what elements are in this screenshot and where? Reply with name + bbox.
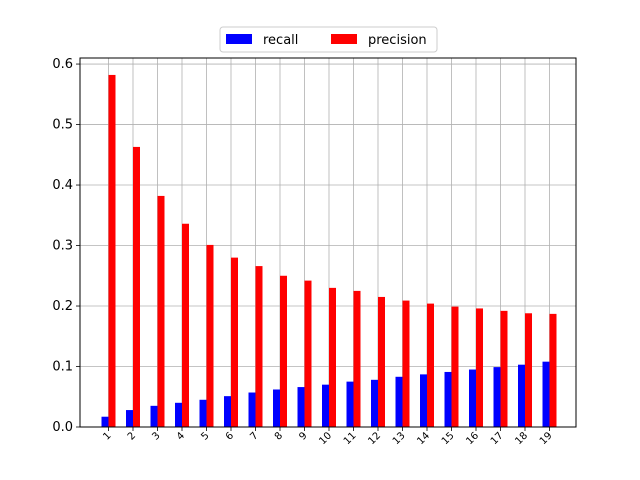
x-axis-ticks: 1 2 3 4 5 6 7 8 9 10 11 12 13 14 15 16 17 18 19 bbox=[101, 427, 555, 447]
x-tick-label: 17 bbox=[489, 430, 506, 447]
bar-recall-16 bbox=[469, 369, 476, 427]
y-tick-label: 0.1 bbox=[52, 360, 73, 375]
bar-recall-17 bbox=[493, 367, 501, 427]
x-tick-label: 11 bbox=[342, 430, 359, 447]
bar-precision-1 bbox=[108, 74, 116, 427]
x-tick-label: 14 bbox=[415, 430, 432, 447]
legend-swatch-precision bbox=[331, 34, 357, 44]
legend-frame bbox=[219, 26, 438, 53]
bar-precision-14 bbox=[427, 303, 434, 427]
bar-recall-1 bbox=[101, 416, 109, 427]
bar-recall-3 bbox=[150, 405, 158, 427]
bar-precision-3 bbox=[157, 195, 165, 427]
bar-precision-10 bbox=[329, 287, 336, 427]
bar-recall-10 bbox=[322, 384, 329, 427]
y-tick-label: 0.2 bbox=[52, 299, 73, 314]
x-tick-label: 6 bbox=[224, 430, 236, 442]
bar-recall-4 bbox=[175, 402, 182, 427]
y-axis-ticks: 0.0 0.1 0.2 0.3 0.4 0.5 0.6 bbox=[52, 57, 80, 435]
y-tick-label: 0.5 bbox=[52, 118, 73, 133]
bar-precision-9 bbox=[304, 280, 312, 427]
x-tick-label: 10 bbox=[317, 430, 334, 447]
bar-precision-18 bbox=[525, 313, 532, 427]
bar-recall-13 bbox=[395, 376, 403, 427]
bar-precision-13 bbox=[402, 300, 410, 427]
x-tick-label: 5 bbox=[199, 430, 211, 442]
bar-recall-8 bbox=[273, 389, 280, 427]
x-tick-label: 8 bbox=[273, 430, 285, 442]
x-tick-label: 7 bbox=[248, 430, 260, 442]
bar-recall-12 bbox=[371, 379, 378, 427]
plot-area-frame bbox=[79, 57, 577, 428]
bar-recall-18 bbox=[518, 364, 525, 427]
bar-precision-8 bbox=[280, 275, 287, 427]
bar-precision-19 bbox=[549, 313, 557, 427]
bar-precision-4 bbox=[182, 223, 189, 427]
bar-precision-5 bbox=[206, 244, 214, 427]
bars bbox=[101, 74, 557, 427]
y-tick-label: 0.3 bbox=[52, 239, 73, 254]
x-tick-label: 2 bbox=[126, 430, 138, 442]
x-tick-label: 13 bbox=[391, 430, 408, 447]
bar-recall-9 bbox=[297, 387, 305, 427]
x-tick-label: 19 bbox=[538, 430, 555, 447]
x-tick-label: 3 bbox=[150, 430, 162, 442]
bar-precision-2 bbox=[133, 146, 140, 427]
bar-recall-5 bbox=[199, 399, 207, 427]
bar-precision-17 bbox=[500, 310, 508, 427]
y-tick-label: 0.6 bbox=[52, 57, 73, 72]
bar-precision-6 bbox=[231, 257, 238, 427]
x-tick-label: 9 bbox=[297, 430, 309, 442]
bar-precision-12 bbox=[378, 296, 385, 427]
bar-recall-11 bbox=[346, 381, 354, 427]
bar-recall-6 bbox=[224, 396, 231, 427]
bar-recall-19 bbox=[542, 361, 550, 427]
bar-precision-15 bbox=[451, 306, 459, 427]
y-tick-label: 0.4 bbox=[52, 178, 73, 193]
bar-recall-15 bbox=[444, 371, 452, 427]
bar-precision-16 bbox=[476, 308, 483, 427]
bar-recall-2 bbox=[126, 410, 133, 427]
x-tick-label: 18 bbox=[513, 430, 530, 447]
bar-precision-11 bbox=[353, 290, 361, 427]
x-tick-label: 4 bbox=[175, 430, 187, 442]
legend-swatch-recall bbox=[226, 34, 252, 44]
legend-label-recall: recall bbox=[263, 33, 298, 48]
x-tick-label: 16 bbox=[464, 430, 481, 447]
x-tick-label: 12 bbox=[366, 430, 383, 447]
x-tick-label: 1 bbox=[101, 430, 113, 442]
y-tick-label: 0.0 bbox=[52, 420, 73, 435]
bar-recall-14 bbox=[420, 374, 427, 427]
legend-label-precision: precision bbox=[368, 33, 427, 48]
x-tick-label: 15 bbox=[440, 430, 457, 447]
bar-recall-7 bbox=[248, 392, 256, 427]
bar-precision-7 bbox=[255, 266, 263, 427]
legend: recall precision bbox=[219, 26, 438, 53]
